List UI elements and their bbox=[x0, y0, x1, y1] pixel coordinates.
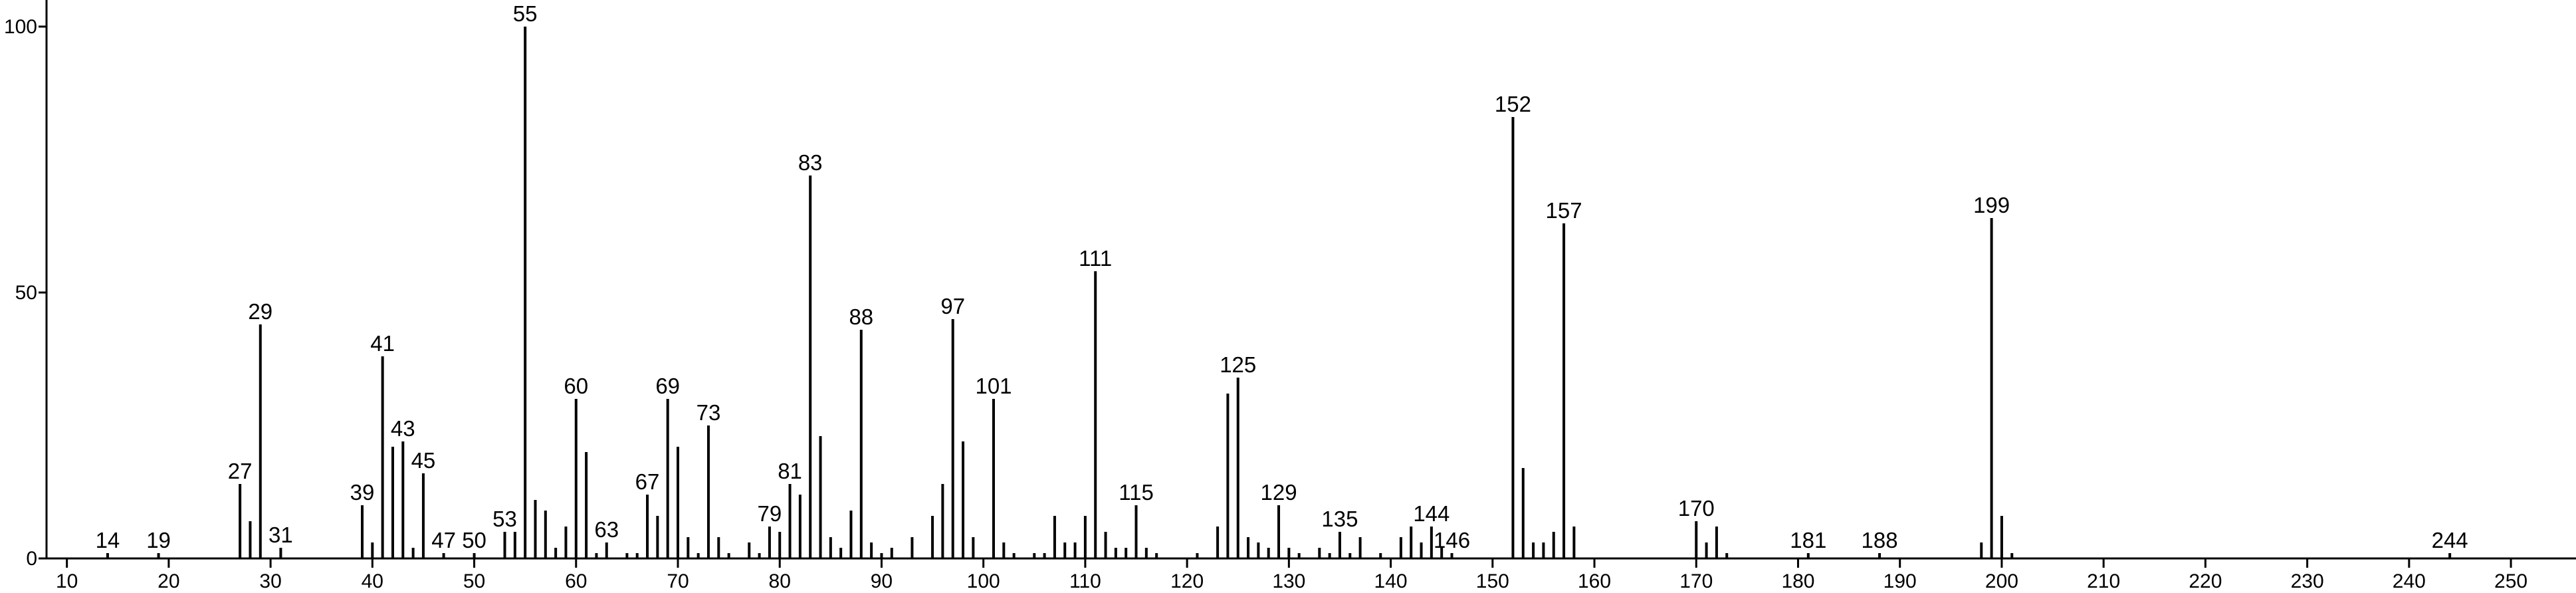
peak-label: 101 bbox=[975, 374, 1012, 398]
x-tick-label: 220 bbox=[2189, 570, 2222, 592]
y-tick-label: 0 bbox=[26, 548, 37, 570]
peak-label: 244 bbox=[2432, 528, 2468, 552]
x-tick-label: 80 bbox=[769, 570, 791, 592]
x-tick-label: 210 bbox=[2087, 570, 2120, 592]
peak-label: 60 bbox=[564, 374, 588, 398]
peak-label: 63 bbox=[594, 517, 619, 542]
x-tick-label: 100 bbox=[967, 570, 1000, 592]
x-tick-label: 140 bbox=[1374, 570, 1408, 592]
peak-label: 188 bbox=[1862, 528, 1898, 552]
peak-label: 111 bbox=[1079, 246, 1112, 271]
peak-label: 47 bbox=[431, 528, 456, 552]
x-tick-label: 130 bbox=[1272, 570, 1305, 592]
peak-label: 31 bbox=[268, 523, 293, 547]
peak-label: 43 bbox=[391, 416, 415, 441]
peak-label: 157 bbox=[1546, 198, 1582, 223]
y-tick-label: 50 bbox=[15, 282, 37, 304]
peak-label: 129 bbox=[1261, 480, 1297, 505]
x-tick-label: 240 bbox=[2393, 570, 2426, 592]
peak-label: 144 bbox=[1413, 501, 1449, 526]
peak-label: 19 bbox=[146, 528, 171, 552]
peak-label: 29 bbox=[248, 299, 272, 324]
peak-label: 79 bbox=[758, 501, 782, 526]
x-tick-label: 200 bbox=[1985, 570, 2018, 592]
x-tick-label: 70 bbox=[667, 570, 689, 592]
x-tick-label: 180 bbox=[1781, 570, 1814, 592]
x-tick-label: 150 bbox=[1476, 570, 1509, 592]
x-tick-label: 50 bbox=[463, 570, 485, 592]
peak-label: 115 bbox=[1119, 480, 1154, 505]
x-tick-label: 110 bbox=[1069, 570, 1101, 592]
x-tick-label: 20 bbox=[158, 570, 179, 592]
peak-label: 135 bbox=[1321, 507, 1358, 531]
x-tick-label: 190 bbox=[1883, 570, 1917, 592]
peak-label: 39 bbox=[350, 480, 375, 505]
peak-label: 199 bbox=[1973, 193, 2010, 217]
peak-label: 181 bbox=[1790, 528, 1826, 552]
x-tick-label: 90 bbox=[871, 570, 893, 592]
peak-label: 97 bbox=[940, 294, 965, 318]
x-tick-label: 10 bbox=[56, 570, 78, 592]
peak-label: 50 bbox=[462, 528, 486, 552]
y-tick-label: 100 bbox=[4, 16, 37, 38]
peak-label: 67 bbox=[635, 469, 660, 494]
x-tick-label: 170 bbox=[1679, 570, 1713, 592]
x-tick-label: 160 bbox=[1578, 570, 1611, 592]
peak-label: 83 bbox=[798, 150, 823, 175]
peak-label: 41 bbox=[370, 331, 395, 356]
peak-label: 125 bbox=[1220, 352, 1256, 377]
peak-label: 45 bbox=[411, 448, 436, 473]
peak-label: 146 bbox=[1434, 528, 1470, 552]
peak-label: 53 bbox=[492, 507, 517, 531]
peak-label: 152 bbox=[1495, 92, 1531, 116]
x-tick-label: 30 bbox=[259, 570, 281, 592]
peak-label: 55 bbox=[513, 1, 538, 26]
peak-label: 27 bbox=[228, 459, 253, 483]
x-tick-label: 120 bbox=[1170, 570, 1204, 592]
peak-label: 69 bbox=[655, 374, 680, 398]
x-tick-label: 40 bbox=[362, 570, 383, 592]
x-tick-label: 230 bbox=[2291, 570, 2324, 592]
peak-label: 170 bbox=[1678, 496, 1715, 521]
x-tick-label: 250 bbox=[2494, 570, 2527, 592]
peak-label: 81 bbox=[778, 459, 802, 483]
peak-label: 88 bbox=[849, 304, 873, 329]
x-tick-label: 60 bbox=[565, 570, 587, 592]
peak-label: 73 bbox=[697, 400, 721, 425]
peak-label: 14 bbox=[96, 528, 120, 552]
